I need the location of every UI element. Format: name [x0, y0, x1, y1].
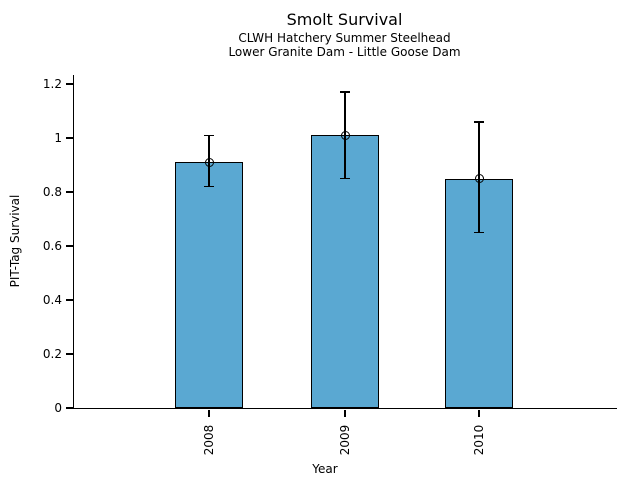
y-axis-tick-label: 0.6: [42, 238, 62, 253]
error-bar-cap-top: [204, 134, 214, 137]
plot-area: [73, 75, 617, 409]
error-bar-cap-bottom: [474, 231, 484, 234]
y-axis-tick-label: 0.8: [42, 184, 62, 199]
y-axis-tick-label: 1.2: [42, 76, 62, 91]
y-axis-tick-label: 0.2: [42, 346, 62, 361]
error-bar-cap-top: [474, 121, 484, 123]
chart-subtitle-line2: Lower Granite Dam - Little Goose Dam: [228, 45, 461, 59]
y-axis-tick: [66, 299, 73, 301]
y-axis-tick: [66, 83, 73, 85]
y-axis-tick: [66, 407, 73, 409]
error-bar-cap-bottom: [204, 185, 214, 188]
data-point-marker: [474, 174, 484, 183]
y-axis-tick: [66, 137, 73, 139]
y-axis-tick-label: 0.4: [42, 292, 62, 307]
y-axis-tick-label: 1: [54, 130, 62, 145]
bar-2009: [311, 135, 379, 408]
error-bar-cap-bottom: [340, 177, 350, 180]
bar-2008: [175, 162, 243, 408]
x-axis-tick: [344, 409, 346, 417]
x-axis-tick: [208, 409, 210, 417]
chart-subtitle-line1: CLWH Hatchery Summer Steelhead: [238, 31, 451, 45]
data-point-marker: [204, 157, 214, 167]
x-axis-label: Year: [312, 462, 338, 476]
y-axis-tick: [66, 245, 73, 247]
y-axis-tick: [66, 353, 73, 355]
y-axis-tick: [66, 191, 73, 193]
x-axis-tick: [478, 409, 480, 417]
x-axis-tick-label: 2010: [472, 424, 486, 456]
error-bar-cap-top: [340, 91, 350, 93]
data-point-marker: [340, 130, 350, 140]
chart-title: Smolt Survival: [286, 10, 403, 29]
x-axis-tick-label: 2008: [202, 424, 216, 456]
y-axis-tick-label: 0: [54, 400, 62, 415]
x-axis-tick-label: 2009: [338, 424, 352, 456]
